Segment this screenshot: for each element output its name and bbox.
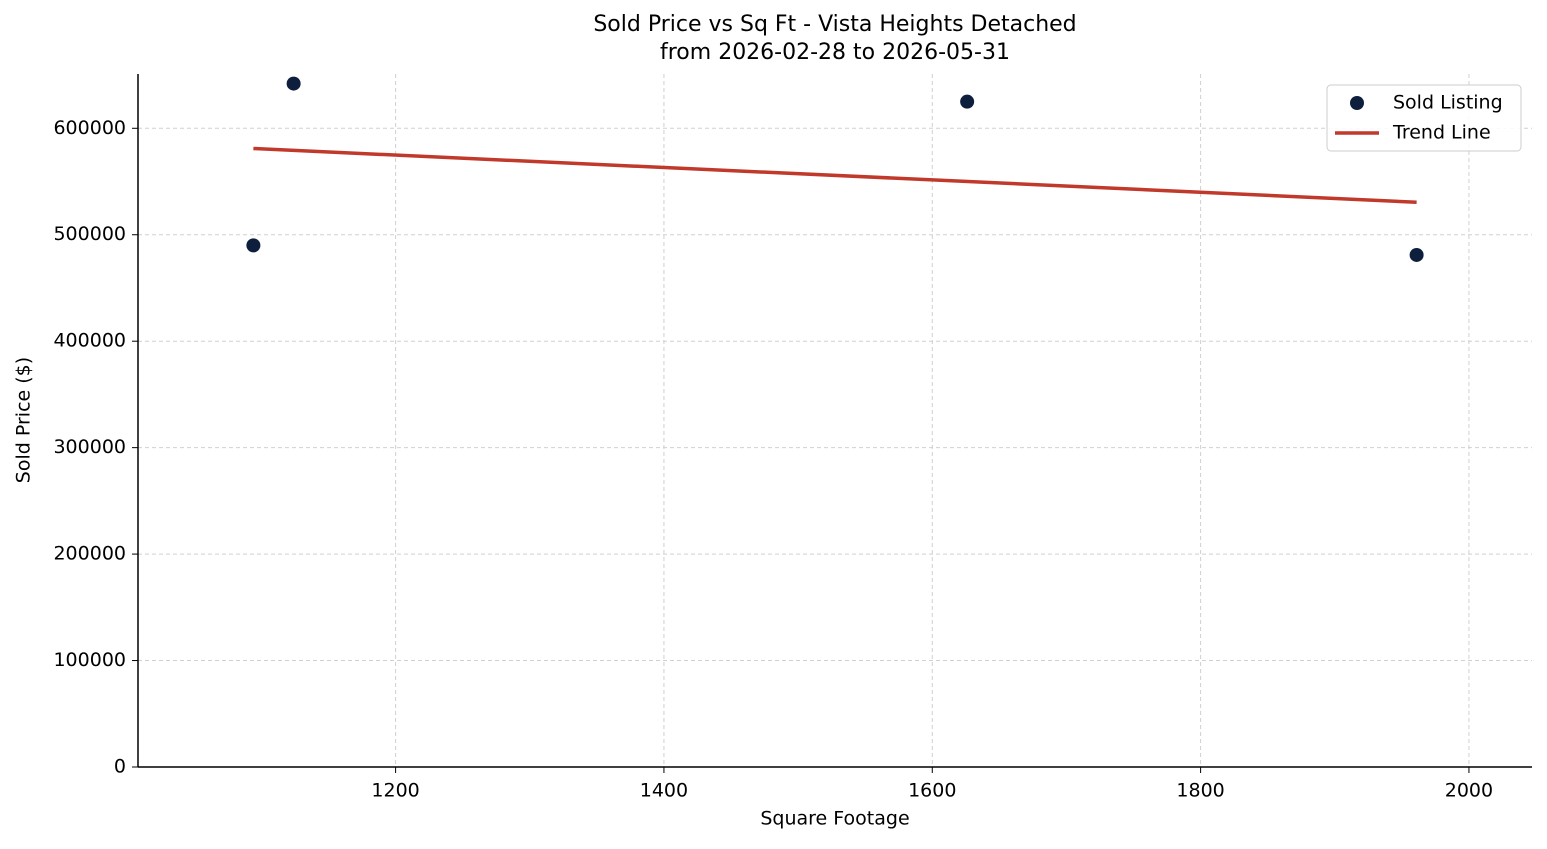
y-tick-label: 600000 <box>53 117 126 139</box>
legend-label: Sold Listing <box>1393 92 1503 114</box>
x-tick-label: 1200 <box>371 780 419 802</box>
trend-line <box>253 146 1417 205</box>
legend-label: Trend Line <box>1392 122 1491 144</box>
y-tick-label: 100000 <box>53 649 126 671</box>
y-tick-label: 400000 <box>53 330 126 352</box>
scatter-point <box>960 94 975 109</box>
scatter-point <box>246 238 261 253</box>
chart-title: Sold Price vs Sq Ft - Vista Heights Deta… <box>593 12 1076 37</box>
x-tick-label: 1400 <box>640 780 688 802</box>
x-tick-label: 2000 <box>1445 780 1493 802</box>
y-axis-label: Sold Price ($) <box>13 357 35 483</box>
y-tick-label: 0 <box>114 756 126 778</box>
y-tick-label: 300000 <box>53 436 126 458</box>
y-tick-label: 500000 <box>53 223 126 245</box>
scatter-point <box>286 76 301 91</box>
x-tick-label: 1800 <box>1176 780 1224 802</box>
y-tick-label: 200000 <box>53 543 126 565</box>
chart-subtitle: from 2026-02-28 to 2026-05-31 <box>660 40 1010 65</box>
x-tick-label: 1600 <box>908 780 956 802</box>
legend-marker <box>1350 96 1364 110</box>
scatter-point <box>1409 247 1424 262</box>
x-axis-label: Square Footage <box>760 808 909 830</box>
